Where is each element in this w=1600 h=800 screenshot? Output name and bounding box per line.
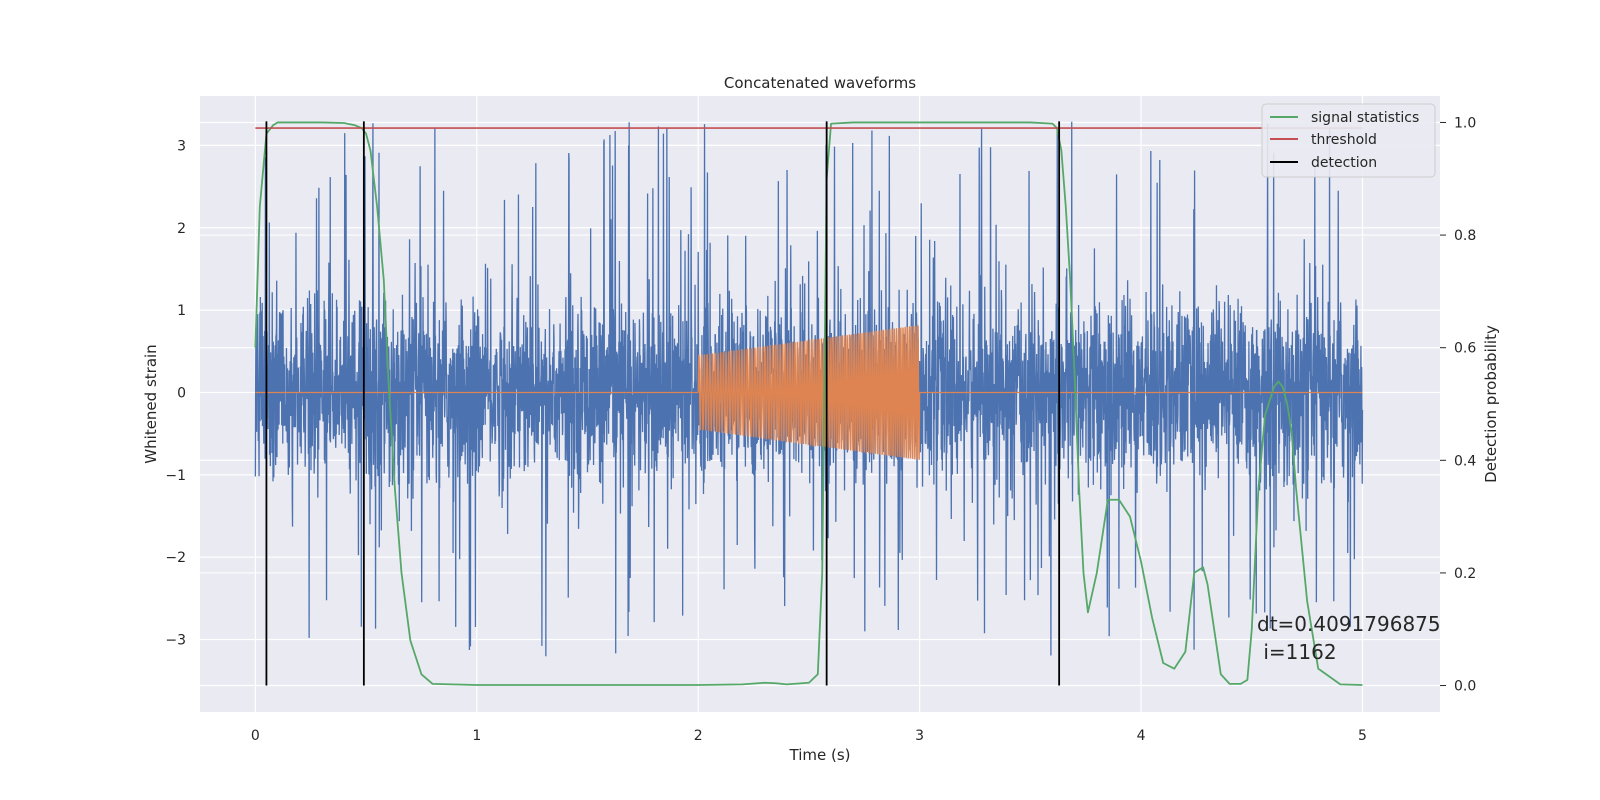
y-tick-label-left: −3 (165, 633, 186, 649)
x-tick-label: 0 (251, 728, 260, 744)
y-tick-label-left: 2 (177, 221, 186, 237)
y-tick-label-left: −1 (165, 468, 186, 484)
legend-label-signal-statistics: signal statistics (1311, 110, 1419, 126)
y-tick-label-left: 3 (177, 138, 186, 154)
injection-line (255, 325, 1363, 460)
y-tick-label-right: 0.6 (1454, 341, 1476, 357)
y-tick-label-right: 0.0 (1454, 679, 1476, 695)
x-tick-label: 1 (472, 728, 481, 744)
injection-series (255, 325, 1363, 460)
legend-label-threshold: threshold (1311, 132, 1377, 148)
y-tick-label-right: 0.8 (1454, 228, 1476, 244)
y-tick-label-right: 0.2 (1454, 566, 1476, 582)
y-tick-label-right: 0.4 (1454, 453, 1476, 469)
y-axis-label-left: Whitened strain (142, 344, 160, 463)
annotation-index: i=1162 (1257, 640, 1337, 664)
y-tick-label-left: 0 (177, 385, 186, 401)
chart-title: Concatenated waveforms (724, 74, 916, 92)
x-tick-label: 4 (1137, 728, 1146, 744)
x-axis-label: Time (s) (789, 746, 851, 764)
y-tick-label-left: 1 (177, 303, 186, 319)
y-tick-label-left: −2 (165, 550, 186, 566)
detection-series (265, 121, 1061, 686)
y-tick-label-right: 1.0 (1454, 115, 1476, 131)
legend: signal statistics threshold detection (1261, 103, 1436, 178)
legend-box (1261, 103, 1436, 178)
legend-label-detection: detection (1311, 155, 1377, 171)
annotation-dt: dt=0.4091796875 (1257, 612, 1441, 636)
axis-ticks: 0 1 2 3 4 5 −3 −2 −1 0 1 2 3 0.0 0.2 0.4 0.6 0.8 1.0 (165, 115, 1476, 744)
y-axis-label-right: Detection probability (1482, 325, 1500, 483)
x-tick-label: 3 (915, 728, 924, 744)
x-tick-label: 5 (1358, 728, 1367, 744)
x-tick-label: 2 (694, 728, 703, 744)
